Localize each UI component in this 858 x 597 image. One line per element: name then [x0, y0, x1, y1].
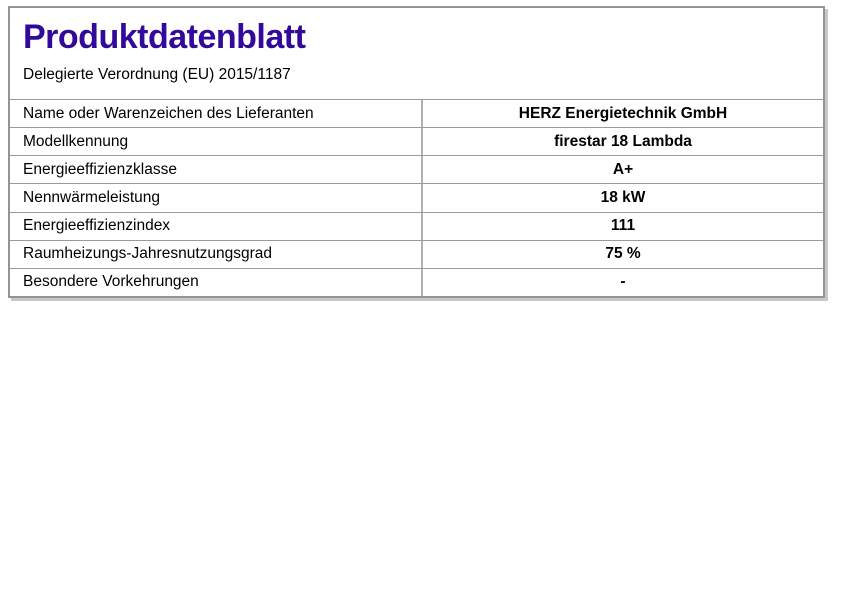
row-value: -: [620, 273, 626, 291]
table-row-model: Modellkennung firestar 18 Lambda: [10, 128, 823, 157]
row-value: A+: [612, 160, 634, 178]
table-row-efficiency-class: Energieeffizienzklasse A+: [10, 156, 823, 185]
row-label: Raumheizungs-Jahresnutzungsgrad: [10, 240, 423, 268]
row-label: Energieeffizienzindex: [10, 212, 423, 240]
table-row-annual-efficiency: Raumheizungs-Jahresnutzungsgrad 75 %: [10, 240, 823, 269]
product-data-table: Name oder Warenzeichen des Lieferanten H…: [10, 100, 823, 296]
row-value: 75 %: [605, 245, 641, 263]
row-value: 111: [610, 217, 636, 235]
page-title: Produktdatenblatt: [23, 18, 306, 56]
product-datasheet: Produktdatenblatt Delegierte Verordnung …: [8, 6, 825, 298]
row-value: 18 kW: [600, 188, 646, 206]
table-row-special-precautions: Besondere Vorkehrungen -: [10, 268, 823, 296]
row-label: Modellkennung: [10, 128, 423, 156]
row-value: HERZ Energietechnik GmbH: [518, 104, 728, 122]
row-label: Name oder Warenzeichen des Lieferanten: [10, 100, 423, 128]
table-row-nominal-heat-output: Nennwärmeleistung 18 kW: [10, 184, 823, 213]
table-row-efficiency-index: Energieeffizienzindex 111: [10, 212, 823, 241]
row-value: firestar 18 Lambda: [554, 132, 692, 150]
table-row-supplier: Name oder Warenzeichen des Lieferanten H…: [10, 100, 823, 129]
row-label: Besondere Vorkehrungen: [10, 268, 423, 296]
row-label: Energieeffizienzklasse: [10, 156, 423, 184]
page-subtitle: Delegierte Verordnung (EU) 2015/1187: [23, 66, 291, 84]
datasheet-header: Produktdatenblatt Delegierte Verordnung …: [10, 8, 823, 100]
row-label: Nennwärmeleistung: [10, 184, 423, 212]
